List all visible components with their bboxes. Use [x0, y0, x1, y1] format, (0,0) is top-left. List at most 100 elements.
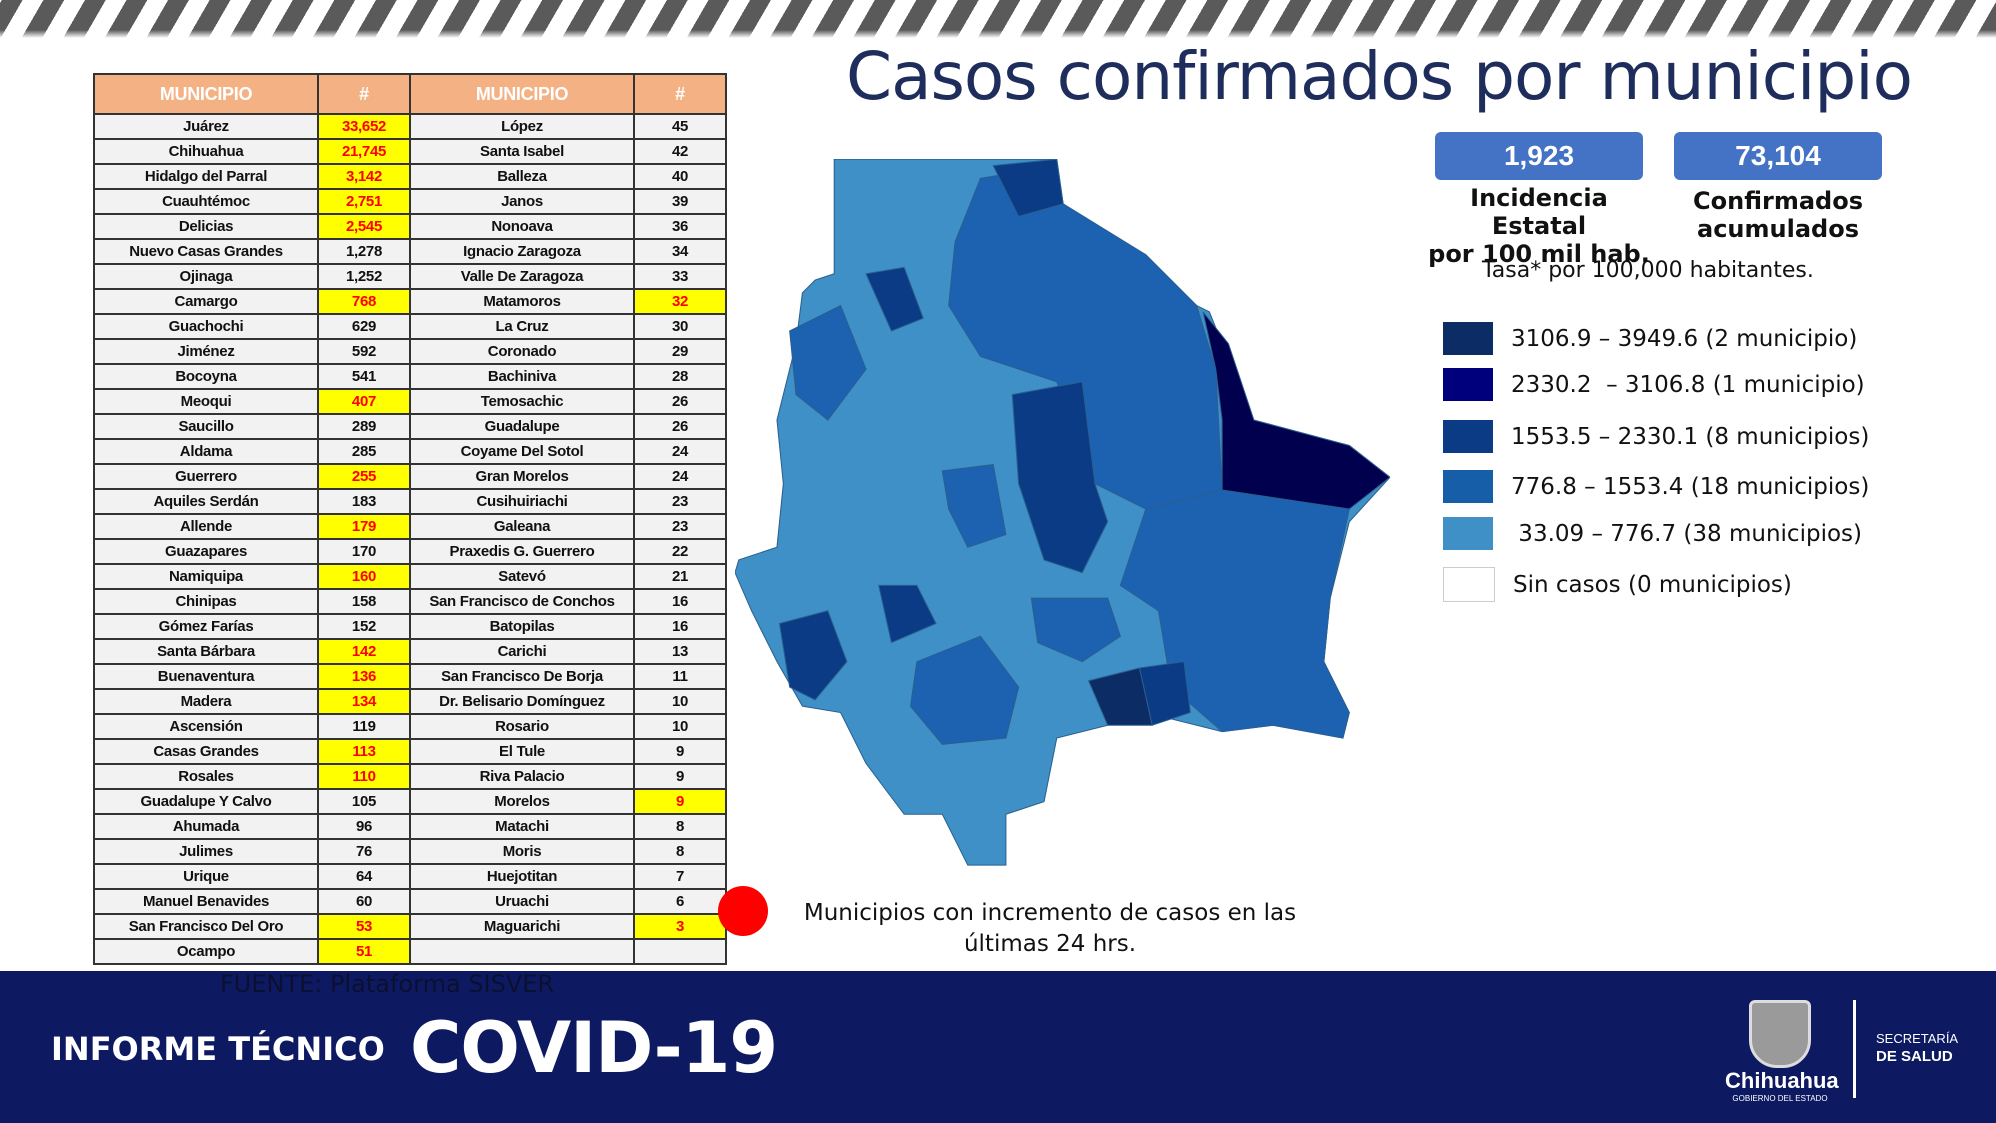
municipio-cell: Janos: [409, 188, 635, 215]
count-cell: 33: [633, 263, 727, 290]
legend-label: 33.09 – 776.7 (38 municipios): [1511, 520, 1862, 547]
secretaria-salud-label: SECRETARÍA DE SALUD: [1876, 1030, 1958, 1066]
cases-table: MUNICIPIO # MUNICIPIO # Juárez 33,652 Lópe…: [93, 73, 727, 965]
table-row: Guazapares 170 Praxedis G. Guerrero 22: [93, 538, 727, 565]
chihuahua-logo: Chihuahua GOBIERNO DEL ESTADO: [1725, 1000, 1839, 1103]
municipio-cell: Namiquipa: [93, 563, 319, 590]
count-cell: 26: [633, 413, 727, 440]
municipio-cell: Nuevo Casas Grandes: [93, 238, 319, 265]
table-row: Ocampo 51: [93, 938, 727, 965]
covid-title: COVID-19: [410, 1007, 778, 1089]
confirmed-label: Confirmados acumulados: [1658, 187, 1898, 243]
municipio-cell: Praxedis G. Guerrero: [409, 538, 635, 565]
count-cell: 7: [633, 863, 727, 890]
municipio-cell: Huejotitan: [409, 863, 635, 890]
count-cell: 23: [633, 488, 727, 515]
table-row: Camargo 768 Matamoros 32: [93, 288, 727, 315]
confirmed-label-line2: acumulados: [1697, 215, 1859, 243]
legend-label: Sin casos (0 municipios): [1513, 571, 1792, 598]
table-row: Chihuahua 21,745 Santa Isabel 42: [93, 138, 727, 165]
count-cell: 22: [633, 538, 727, 565]
municipio-cell: Nonoava: [409, 213, 635, 240]
count-cell: 39: [633, 188, 727, 215]
municipio-cell: Julimes: [93, 838, 319, 865]
table-header-row: MUNICIPIO # MUNICIPIO #: [93, 73, 727, 115]
table-row: Nuevo Casas Grandes 1,278 Ignacio Zaragoza…: [93, 238, 727, 265]
municipio-cell: Temosachic: [409, 388, 635, 415]
municipio-cell: Gran Morelos: [409, 463, 635, 490]
legend-swatch: [1443, 420, 1493, 453]
municipio-cell: Saucillo: [93, 413, 319, 440]
table-row: Namiquipa 160 Satevó 21: [93, 563, 727, 590]
count-cell: 541: [317, 363, 411, 390]
municipio-cell: Dr. Belisario Domínguez: [409, 688, 635, 715]
col-header-count-2: #: [633, 73, 727, 115]
municipio-cell: Guachochi: [93, 313, 319, 340]
municipio-cell: Guadalupe: [409, 413, 635, 440]
map-region-dark: [1011, 381, 1109, 574]
municipio-cell: Allende: [93, 513, 319, 540]
count-cell: 113: [317, 738, 411, 765]
col-header-count: #: [317, 73, 411, 115]
count-cell: 34: [633, 238, 727, 265]
municipio-cell: San Francisco de Conchos: [409, 588, 635, 615]
count-cell: 629: [317, 313, 411, 340]
count-cell: 29: [633, 338, 727, 365]
map-region-dark: [992, 159, 1064, 218]
count-cell: 255: [317, 463, 411, 490]
count-cell: 8: [633, 838, 727, 865]
map-region-navy: [1202, 311, 1390, 510]
municipio-cell: Meoqui: [93, 388, 319, 415]
count-cell: 10: [633, 688, 727, 715]
count-cell: 64: [317, 863, 411, 890]
count-cell: [633, 938, 727, 965]
municipio-cell: Carichi: [409, 638, 635, 665]
count-cell: 170: [317, 538, 411, 565]
incidence-label: Incidencia Estatal por 100 mil hab.: [1419, 184, 1659, 268]
count-cell: 1,278: [317, 238, 411, 265]
count-cell: 21,745: [317, 138, 411, 165]
municipio-cell: Guerrero: [93, 463, 319, 490]
count-cell: 179: [317, 513, 411, 540]
confirmed-label-line1: Confirmados: [1693, 187, 1863, 215]
municipio-cell: Chihuahua: [93, 138, 319, 165]
table-row: Buenaventura 136 San Francisco De Borja 11: [93, 663, 727, 690]
municipio-cell: Ahumada: [93, 813, 319, 840]
municipio-cell: Urique: [93, 863, 319, 890]
municipio-cell: Moris: [409, 838, 635, 865]
municipio-cell: Camargo: [93, 288, 319, 315]
map-region-dark: [865, 266, 924, 332]
municipio-cell: Santa Isabel: [409, 138, 635, 165]
count-cell: 16: [633, 613, 727, 640]
logo-name: Chihuahua: [1725, 1068, 1839, 1093]
secretaria-text: SECRETARÍA: [1876, 1031, 1959, 1046]
incidence-label-line1: Incidencia Estatal: [1470, 184, 1608, 240]
map-region-mid: [789, 304, 867, 421]
municipio-cell: Guadalupe Y Calvo: [93, 788, 319, 815]
count-cell: 40: [633, 163, 727, 190]
municipio-cell: Rosario: [409, 713, 635, 740]
municipio-cell: Madera: [93, 688, 319, 715]
municipio-cell: Aldama: [93, 438, 319, 465]
table-row: Urique 64 Huejotitan 7: [93, 863, 727, 890]
count-cell: 9: [633, 788, 727, 815]
count-cell: 285: [317, 438, 411, 465]
count-cell: 24: [633, 438, 727, 465]
table-row: Aldama 285 Coyame Del Sotol 24: [93, 438, 727, 465]
table-row: Gómez Farías 152 Batopilas 16: [93, 613, 727, 640]
map-region-darkest: [1087, 667, 1153, 726]
legend-item: 1553.5 – 2330.1 (8 municipios): [1443, 420, 1869, 453]
table-row: Aquiles Serdán 183 Cusihuiriachi 23: [93, 488, 727, 515]
legend-label: 3106.9 – 3949.6 (2 municipio): [1511, 325, 1858, 352]
table-row: Guadalupe Y Calvo 105 Morelos 9: [93, 788, 727, 815]
count-cell: 33,652: [317, 113, 411, 140]
count-cell: 134: [317, 688, 411, 715]
legend-label: 2330.2 – 3106.8 (1 municipio): [1511, 371, 1865, 398]
count-cell: 110: [317, 763, 411, 790]
chihuahua-choropleth-map: [735, 159, 1390, 866]
count-cell: 23: [633, 513, 727, 540]
legend-item: 33.09 – 776.7 (38 municipios): [1443, 517, 1862, 550]
count-cell: 11: [633, 663, 727, 690]
count-cell: 3,142: [317, 163, 411, 190]
table-row: Ascensión 119 Rosario 10: [93, 713, 727, 740]
